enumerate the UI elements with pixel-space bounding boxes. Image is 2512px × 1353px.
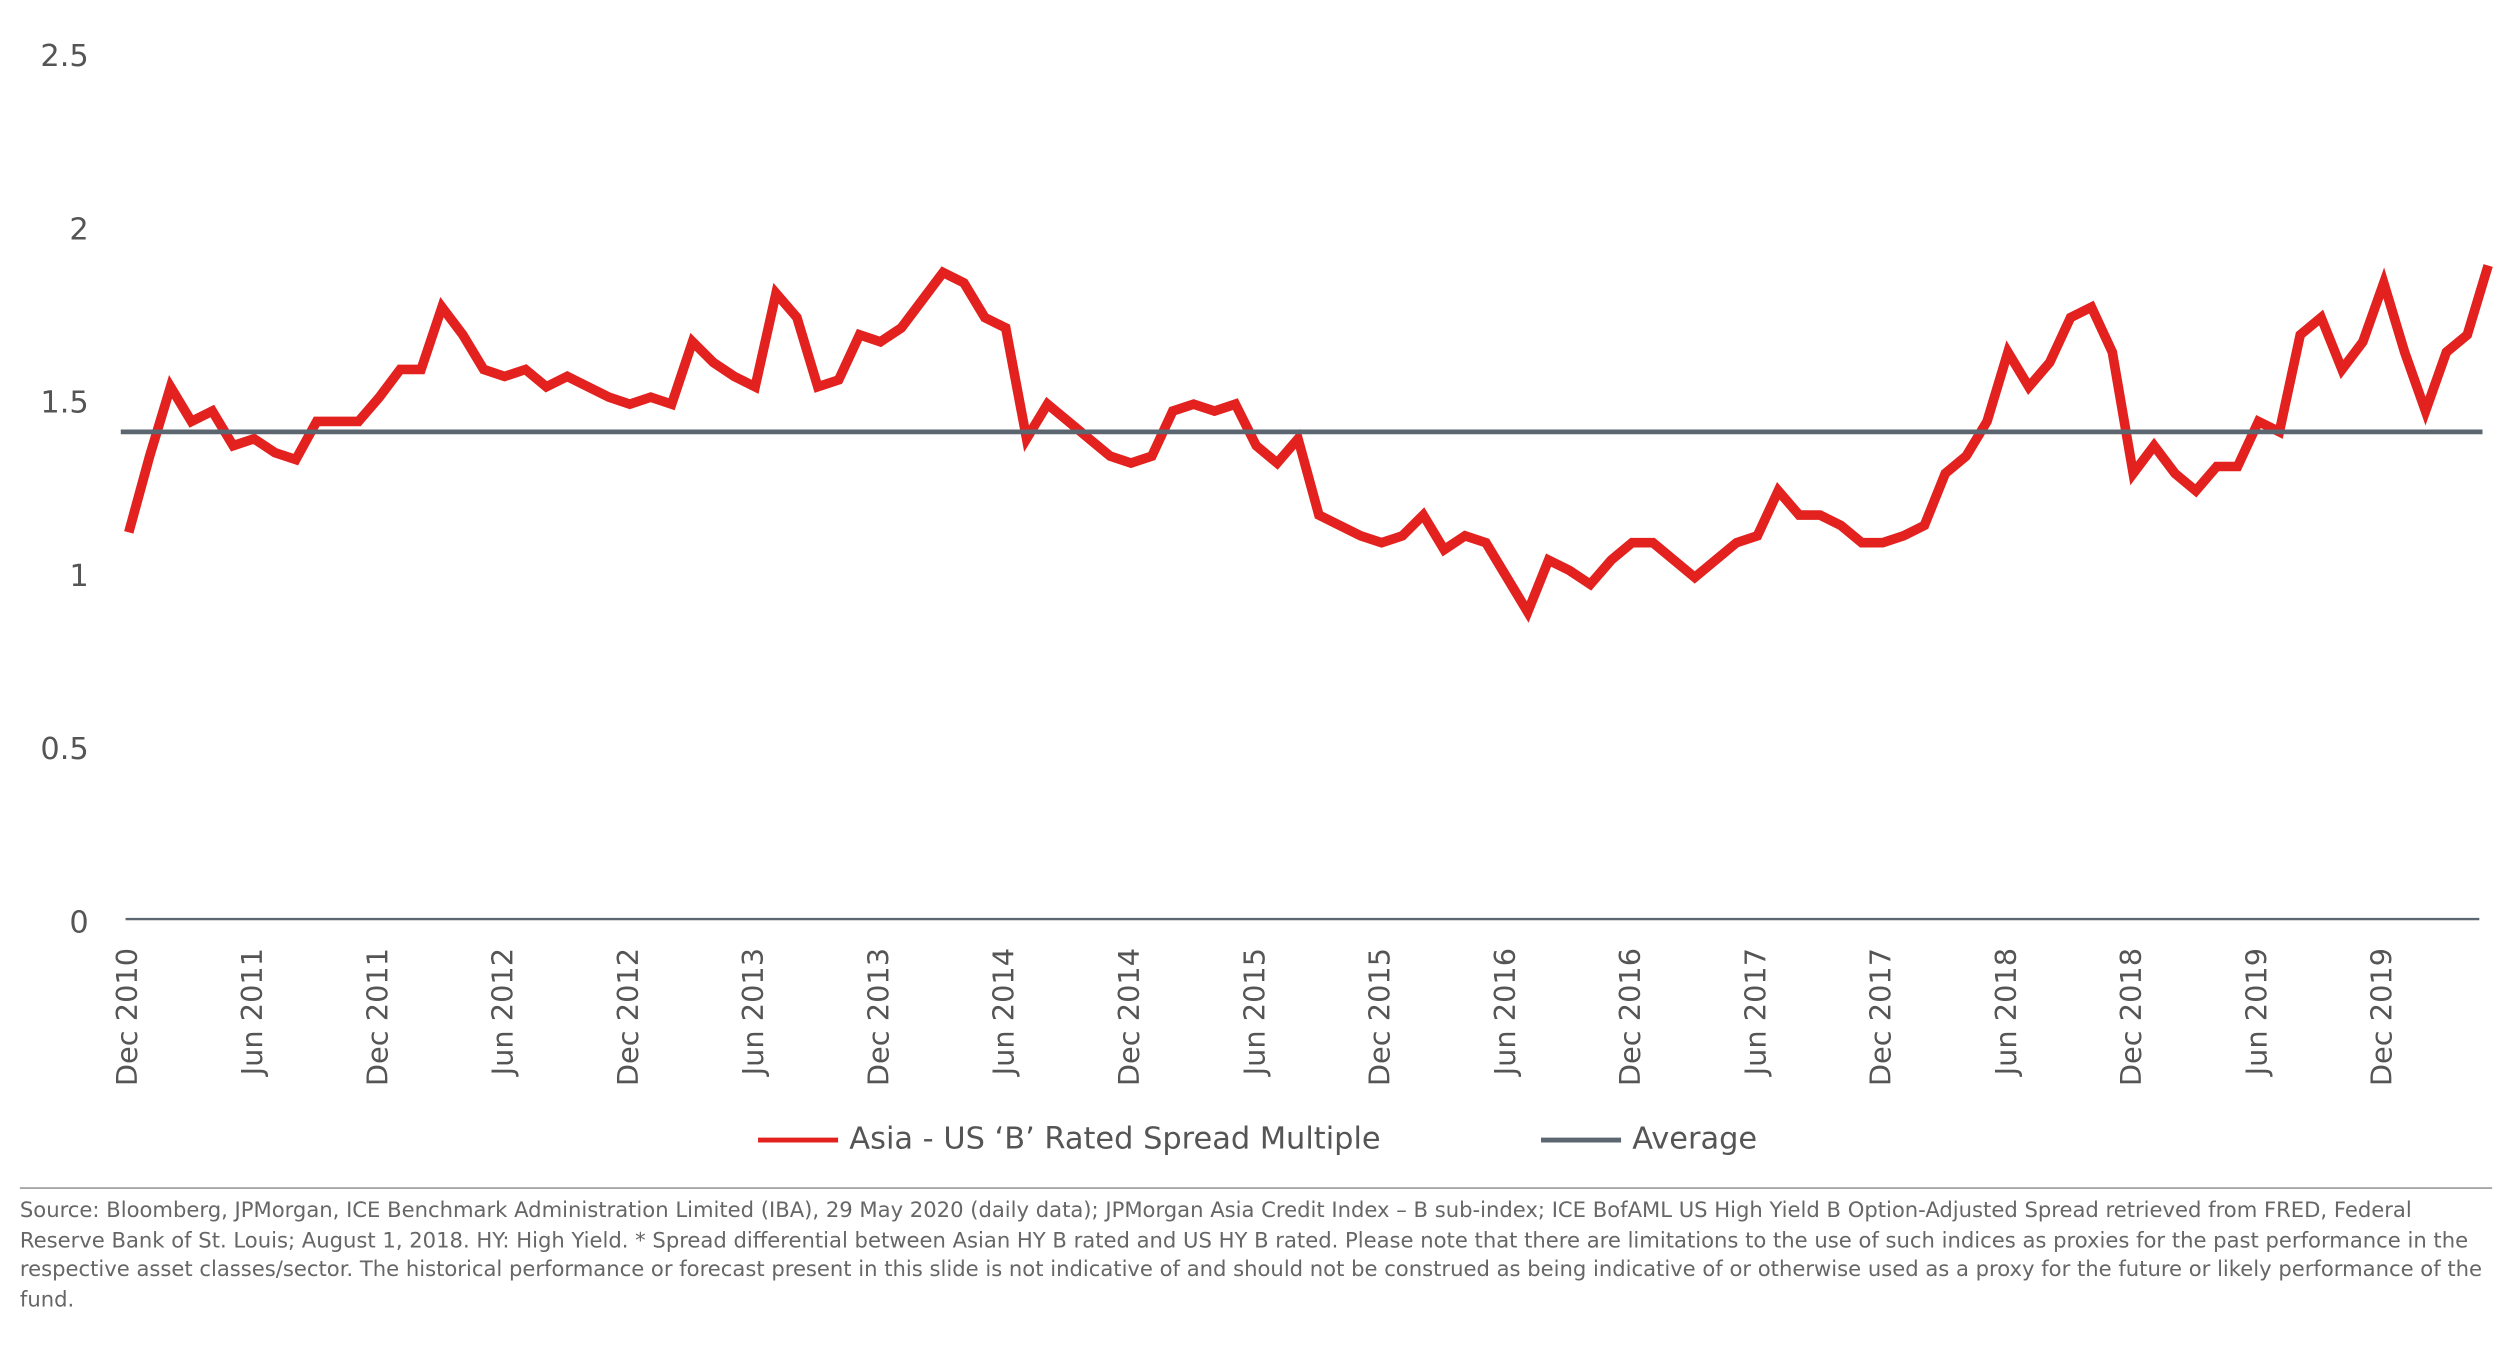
x-tick-label: Jun 2015 <box>1237 948 1271 1078</box>
source-note-box: Source: Bloomberg, JPMorgan, ICE Benchma… <box>19 1199 2483 1313</box>
x-tick-label: Dec 2017 <box>1864 948 1898 1086</box>
source-note: Source: Bloomberg, JPMorgan, ICE Benchma… <box>19 1199 2483 1313</box>
legend-label: Asia - US ‘B’ Rated Spread Multiple <box>849 1122 1380 1157</box>
y-tick-label: 2.5 <box>40 39 88 74</box>
x-tick-label: Dec 2013 <box>861 948 895 1086</box>
y-tick-label: 2 <box>69 212 88 247</box>
y-tick-label: 0 <box>69 905 88 940</box>
x-tick-label: Jun 2012 <box>486 948 520 1078</box>
x-tick-label: Jun 2019 <box>2239 948 2273 1078</box>
x-tick-label: Jun 2018 <box>1989 948 2023 1078</box>
x-tick-label: Jun 2017 <box>1738 948 1772 1078</box>
y-tick-label: 1.5 <box>40 386 88 421</box>
x-tick-label: Dec 2019 <box>2365 948 2399 1086</box>
data-line <box>124 264 2493 623</box>
x-tick-label: Dec 2010 <box>110 948 144 1086</box>
x-tick-label: Dec 2011 <box>360 948 394 1086</box>
x-tick-label: Dec 2014 <box>1112 948 1146 1086</box>
x-tick-label: Dec 2015 <box>1363 948 1397 1086</box>
y-tick-label: 1 <box>69 559 88 594</box>
x-tick-label: Jun 2016 <box>1488 948 1522 1078</box>
x-tick-label: Dec 2016 <box>1613 948 1647 1086</box>
x-tick-label: Dec 2018 <box>2114 948 2148 1086</box>
y-tick-label: 0.5 <box>40 732 88 767</box>
x-tick-label: Dec 2012 <box>611 948 645 1086</box>
x-tick-label: Jun 2011 <box>235 948 269 1078</box>
x-tick-label: Jun 2013 <box>736 948 770 1078</box>
legend-label: Average <box>1632 1122 1757 1157</box>
x-tick-label: Jun 2014 <box>987 948 1021 1078</box>
